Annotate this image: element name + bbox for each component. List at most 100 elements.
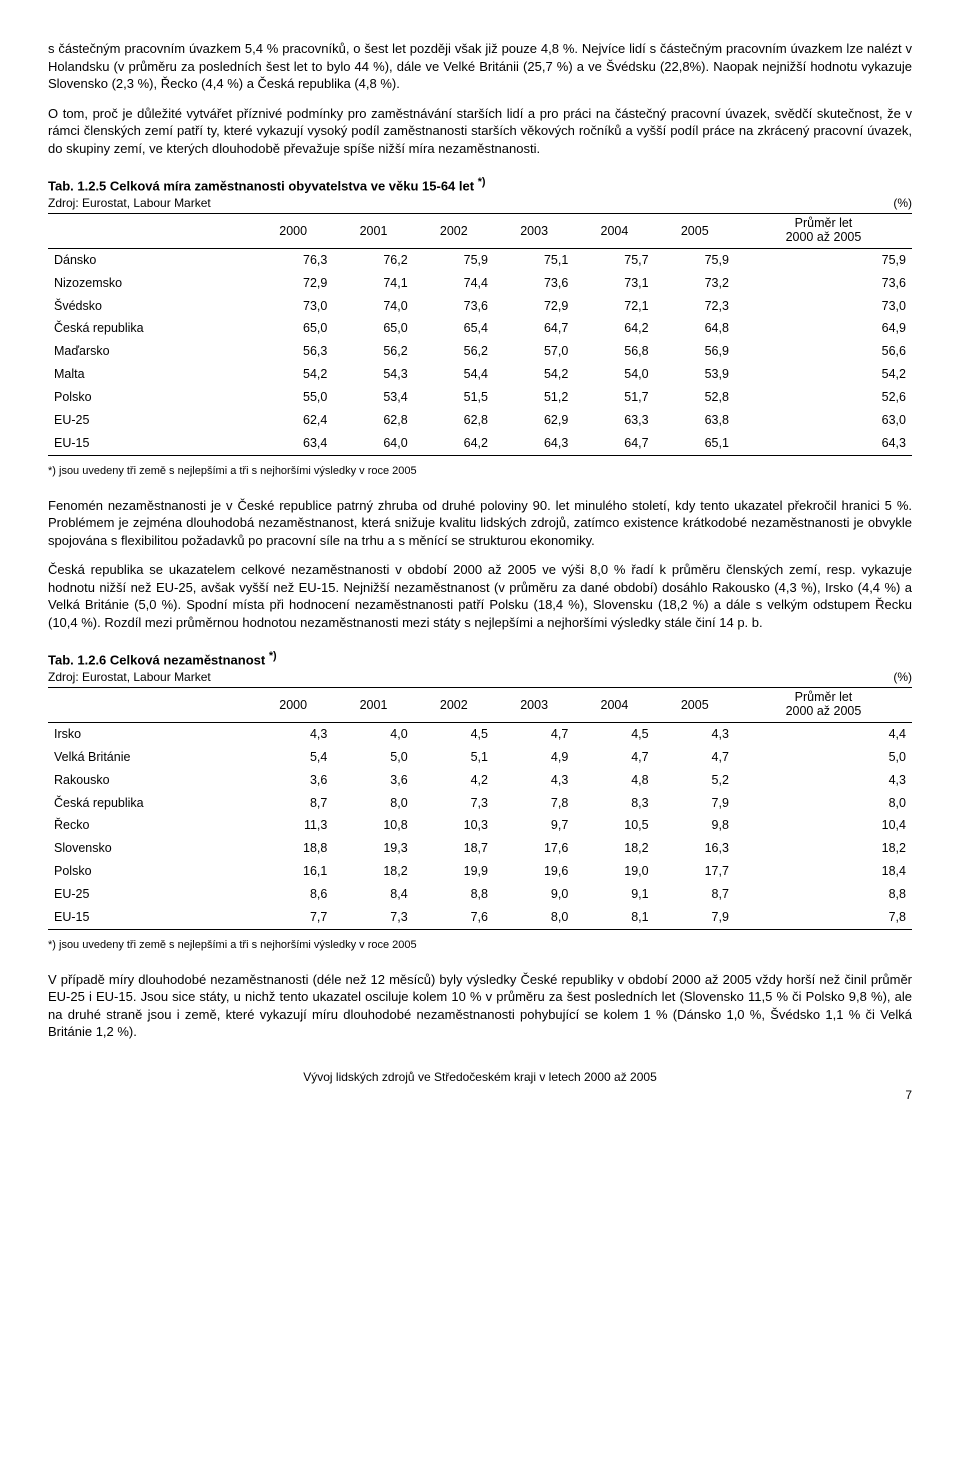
table1-row-label: Česká republika: [48, 317, 253, 340]
table2-row-label: Řecko: [48, 814, 253, 837]
table1-cell: 64,8: [655, 317, 735, 340]
table1-h-avg-l1: Průměr let: [795, 216, 853, 230]
table1-cell: 64,2: [574, 317, 654, 340]
table2-cell: 8,0: [333, 792, 413, 815]
table2-h-y3: 2003: [494, 688, 574, 723]
table2-cell: 9,8: [655, 814, 735, 837]
table1-cell: 72,9: [494, 295, 574, 318]
table1-cell: 63,0: [735, 409, 912, 432]
table2-cell: 19,9: [414, 860, 494, 883]
table1-row-label: Malta: [48, 363, 253, 386]
table2-cell: 18,4: [735, 860, 912, 883]
table2-cell: 19,0: [574, 860, 654, 883]
table1-cell: 51,7: [574, 386, 654, 409]
table1-cell: 57,0: [494, 340, 574, 363]
table2-cell: 10,5: [574, 814, 654, 837]
table1-cell: 62,9: [494, 409, 574, 432]
table1-cell: 75,9: [414, 248, 494, 271]
table1-h-y3: 2003: [494, 214, 574, 249]
table1-h-avg-l2: 2000 až 2005: [786, 230, 862, 244]
table1-cell: 54,0: [574, 363, 654, 386]
table1-cell: 56,2: [414, 340, 494, 363]
table2-cell: 10,4: [735, 814, 912, 837]
table1-cell: 51,2: [494, 386, 574, 409]
table2-cell: 18,7: [414, 837, 494, 860]
table2-cell: 4,2: [414, 769, 494, 792]
table2-cell: 10,3: [414, 814, 494, 837]
table1-cell: 72,1: [574, 295, 654, 318]
table-row: Polsko55,053,451,551,251,752,852,6: [48, 386, 912, 409]
table-row: Dánsko76,376,275,975,175,775,975,9: [48, 248, 912, 271]
table-row: Maďarsko56,356,256,257,056,856,956,6: [48, 340, 912, 363]
table2-cell: 4,5: [574, 722, 654, 745]
table2-footnote: *) jsou uvedeny tři země s nejlepšími a …: [48, 938, 912, 953]
table2-cell: 8,7: [253, 792, 333, 815]
table1-row-label: EU-15: [48, 432, 253, 455]
table1-cell: 65,0: [253, 317, 333, 340]
paragraph-4: Česká republika se ukazatelem celkové ne…: [48, 561, 912, 631]
page-footer: Vývoj lidských zdrojů ve Středočeském kr…: [48, 1069, 912, 1085]
table2: 2000 2001 2002 2003 2004 2005 Průměr let…: [48, 687, 912, 929]
table2-cell: 5,1: [414, 746, 494, 769]
table2-cell: 8,4: [333, 883, 413, 906]
table2-cell: 7,9: [655, 906, 735, 929]
table2-cell: 7,7: [253, 906, 333, 929]
table1-cell: 53,9: [655, 363, 735, 386]
table1-cell: 73,2: [655, 272, 735, 295]
table2-cell: 4,3: [735, 769, 912, 792]
table1-cell: 73,0: [253, 295, 333, 318]
table2-cell: 7,6: [414, 906, 494, 929]
table1-title: Tab. 1.2.5 Celková míra zaměstnanosti ob…: [48, 175, 912, 195]
table1-cell: 52,8: [655, 386, 735, 409]
table1-cell: 75,9: [655, 248, 735, 271]
table2-cell: 7,3: [414, 792, 494, 815]
table2-title-sup: *): [269, 650, 277, 662]
table-row: EU-258,68,48,89,09,18,78,8: [48, 883, 912, 906]
table2-h-y1: 2001: [333, 688, 413, 723]
table1-row-label: Nizozemsko: [48, 272, 253, 295]
table2-cell: 18,2: [735, 837, 912, 860]
table2-cell: 17,7: [655, 860, 735, 883]
table1-h-y1: 2001: [333, 214, 413, 249]
table-row: Velká Británie5,45,05,14,94,74,75,0: [48, 746, 912, 769]
table2-cell: 16,3: [655, 837, 735, 860]
table2-cell: 18,8: [253, 837, 333, 860]
table2-cell: 4,3: [494, 769, 574, 792]
table2-cell: 8,6: [253, 883, 333, 906]
table1-cell: 63,4: [253, 432, 333, 455]
table1-cell: 73,0: [735, 295, 912, 318]
table1-cell: 74,0: [333, 295, 413, 318]
table1-cell: 54,2: [735, 363, 912, 386]
table1-cell: 54,2: [253, 363, 333, 386]
table2-cell: 8,0: [735, 792, 912, 815]
table2-cell: 5,2: [655, 769, 735, 792]
table2-cell: 4,0: [333, 722, 413, 745]
table2-cell: 18,2: [574, 837, 654, 860]
table2-cell: 5,0: [735, 746, 912, 769]
table2-cell: 8,7: [655, 883, 735, 906]
table2-cell: 4,7: [494, 722, 574, 745]
table2-cell: 4,5: [414, 722, 494, 745]
table1-cell: 74,1: [333, 272, 413, 295]
table-row: Slovensko18,819,318,717,618,216,318,2: [48, 837, 912, 860]
table1-cell: 53,4: [333, 386, 413, 409]
table1-cell: 52,6: [735, 386, 912, 409]
table1-cell: 65,0: [333, 317, 413, 340]
table1-cell: 56,3: [253, 340, 333, 363]
table1-cell: 73,6: [494, 272, 574, 295]
table1-row-label: Švédsko: [48, 295, 253, 318]
table1-h-y4: 2004: [574, 214, 654, 249]
table2-cell: 10,8: [333, 814, 413, 837]
table1-cell: 64,2: [414, 432, 494, 455]
table2-cell: 4,9: [494, 746, 574, 769]
table2-cell: 9,7: [494, 814, 574, 837]
table2-h-y0: 2000: [253, 688, 333, 723]
table-row: EU-157,77,37,68,08,17,97,8: [48, 906, 912, 929]
table2-h-avg-l1: Průměr let: [795, 690, 853, 704]
table1-h-y5: 2005: [655, 214, 735, 249]
paragraph-2: O tom, proč je důležité vytvářet přízniv…: [48, 105, 912, 158]
table2-cell: 8,1: [574, 906, 654, 929]
table1-cell: 55,0: [253, 386, 333, 409]
table2-h-y2: 2002: [414, 688, 494, 723]
table1-cell: 64,3: [735, 432, 912, 455]
